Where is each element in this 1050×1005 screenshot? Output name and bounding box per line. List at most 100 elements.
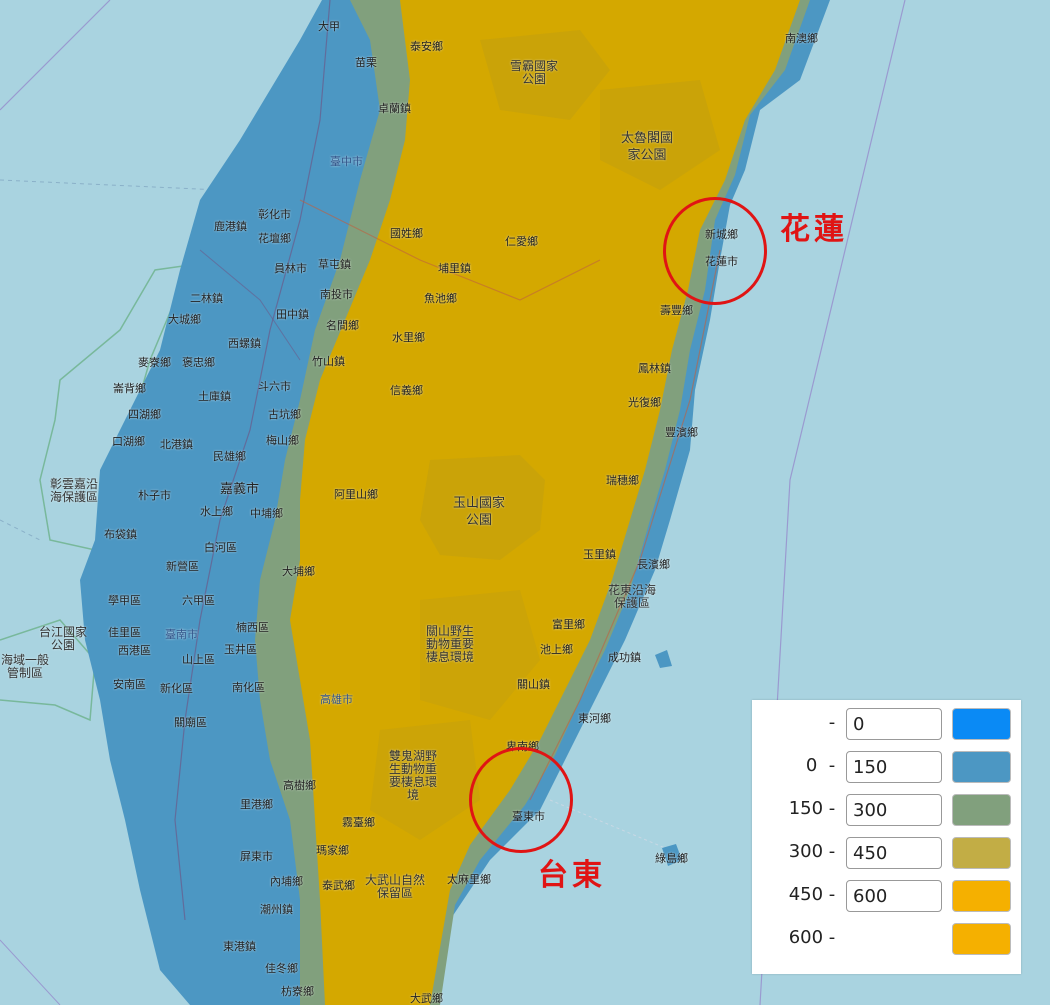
legend-range: -: [823, 712, 841, 733]
place-label: 南化區: [232, 681, 265, 694]
park-label: 太魯閣國家公園: [620, 131, 673, 163]
place-label: 安南區: [113, 678, 146, 691]
place-label: 潮州鎮: [260, 903, 293, 916]
legend-swatch[interactable]: [952, 794, 1011, 826]
place-label: 綠島鄉: [655, 852, 688, 865]
place-label: 成功鎮: [608, 651, 641, 664]
park-label: 花東沿海保護區: [608, 583, 657, 610]
legend-range: 450 -: [788, 884, 841, 905]
legend-swatch[interactable]: [952, 751, 1011, 783]
place-label: 田中鎮: [276, 308, 309, 321]
place-label: 民雄鄉: [213, 450, 246, 463]
legend-swatch[interactable]: [952, 923, 1011, 955]
legend-swatch[interactable]: [952, 880, 1011, 912]
place-label: 中埔鄉: [250, 507, 283, 520]
place-label: 埔里鎮: [438, 262, 471, 275]
elevation-legend: - 0 - 150 - 300 - 450 - 600 -: [752, 700, 1021, 974]
place-label: 鳳林鎮: [638, 362, 671, 375]
place-label: 卓蘭鎮: [378, 102, 411, 115]
legend-row: 450 -: [752, 877, 1021, 913]
legend-swatch[interactable]: [952, 708, 1011, 740]
legend-range: 600 -: [788, 927, 841, 948]
legend-swatch[interactable]: [952, 837, 1011, 869]
place-label: 大甲: [318, 20, 340, 33]
place-label: 朴子市: [138, 489, 171, 502]
place-label: 崙背鄉: [113, 382, 146, 395]
place-label: 魚池鄉: [424, 292, 457, 305]
place-label: 泰安鄉: [410, 40, 443, 53]
place-label: 仁愛鄉: [505, 235, 538, 248]
taitung-circle: [469, 747, 573, 853]
place-label: 麥寮鄉: [138, 356, 171, 369]
place-label: 大埔鄉: [282, 565, 315, 578]
place-label: 古坑鄉: [268, 408, 301, 421]
place-label: 大武鄉: [410, 992, 443, 1005]
legend-upper-input[interactable]: [846, 794, 942, 826]
place-label: 玉井區: [224, 643, 257, 656]
place-label: 員林市: [274, 262, 307, 275]
place-label: 六甲區: [182, 594, 215, 607]
park-label: 海域一般管制區: [0, 653, 49, 680]
place-label: 口湖鄉: [112, 435, 145, 448]
legend-upper-input[interactable]: [846, 751, 942, 783]
place-label: 高樹鄉: [283, 779, 316, 792]
place-label: 壽豐鄉: [660, 304, 693, 317]
place-label: 東河鄉: [578, 712, 611, 725]
legend-row: -: [752, 705, 1021, 741]
legend-upper-input[interactable]: [846, 837, 942, 869]
place-label: 國姓鄉: [390, 227, 423, 240]
place-label: 楠西區: [236, 621, 269, 634]
hualien-circle: [663, 197, 767, 305]
park-label: 雙鬼湖野生動物重要棲息環境: [388, 749, 437, 802]
place-label: 臺南市: [165, 628, 198, 641]
place-label: 苗栗: [355, 56, 377, 69]
place-label: 關山鎮: [517, 678, 550, 691]
place-label: 霧臺鄉: [342, 816, 375, 829]
park-label: 關山野生動物重要棲息環境: [425, 624, 474, 664]
place-label: 二林鎮: [190, 292, 223, 305]
place-label: 池上鄉: [540, 643, 573, 656]
place-label: 竹山鎮: [312, 355, 345, 368]
place-label: 玉里鎮: [583, 548, 616, 561]
place-label: 瑪家鄉: [316, 844, 349, 857]
place-label: 泰武鄉: [322, 879, 355, 892]
place-label: 水里鄉: [392, 331, 425, 344]
place-label: 嘉義市: [220, 482, 260, 497]
place-label: 富里鄉: [552, 618, 585, 631]
place-label: 長濱鄉: [637, 558, 670, 571]
place-label: 鹿港鎮: [214, 220, 247, 233]
place-label: 草屯鎮: [318, 258, 351, 271]
place-label: 大城鄉: [168, 313, 201, 326]
place-label: 內埔鄉: [270, 875, 303, 888]
legend-row: 300 -: [752, 834, 1021, 870]
place-label: 里港鄉: [240, 798, 273, 811]
park-label: 彰雲嘉沿海保護區: [49, 477, 98, 504]
place-label: 瑞穗鄉: [606, 474, 639, 487]
place-label: 太麻里鄉: [447, 873, 491, 886]
park-label: 玉山國家公園: [452, 496, 505, 528]
place-label: 阿里山鄉: [334, 488, 378, 501]
place-label: 高雄市: [320, 693, 353, 706]
hualien-label: 花蓮: [780, 212, 848, 247]
place-label: 白河區: [204, 541, 237, 554]
place-label: 佳冬鄉: [265, 962, 298, 975]
place-label: 四湖鄉: [128, 408, 161, 421]
place-label: 梅山鄉: [266, 434, 299, 447]
legend-range: 300 -: [788, 841, 841, 862]
place-label: 彰化市: [258, 208, 291, 221]
place-label: 斗六市: [258, 380, 291, 393]
place-label: 臺中市: [330, 155, 363, 168]
legend-row: 150 -: [752, 791, 1021, 827]
place-label: 名間鄉: [326, 319, 359, 332]
place-label: 花壇鄉: [258, 232, 291, 245]
park-label: 雪霸國家公園: [509, 59, 558, 86]
place-label: 褒忠鄉: [182, 356, 215, 369]
place-label: 布袋鎮: [104, 528, 137, 541]
place-label: 東港鎮: [223, 940, 256, 953]
place-label: 屏東市: [240, 850, 273, 863]
legend-range: 150 -: [788, 798, 841, 819]
place-label: 南澳鄉: [785, 32, 818, 45]
legend-upper-input[interactable]: [846, 880, 942, 912]
legend-upper-input[interactable]: [846, 708, 942, 740]
